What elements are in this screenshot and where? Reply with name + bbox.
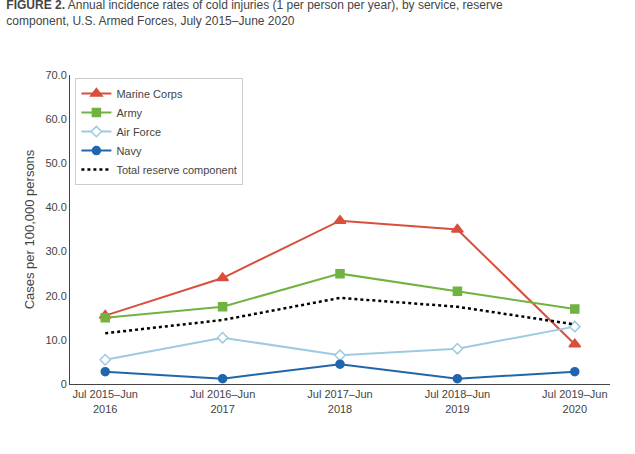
svg-text:Jul 2019–Jun2020: Jul 2019–Jun2020 xyxy=(542,388,607,414)
svg-text:30.0: 30.0 xyxy=(45,245,66,257)
svg-text:Jul 2017–Jun2018: Jul 2017–Jun2018 xyxy=(307,388,372,414)
svg-text:60.0: 60.0 xyxy=(45,113,66,125)
svg-text:Army: Army xyxy=(116,107,142,119)
svg-text:Jul 2015–Jun2016: Jul 2015–Jun2016 xyxy=(72,388,137,414)
svg-text:Jul 2018–Jun2019: Jul 2018–Jun2019 xyxy=(425,388,490,414)
svg-text:40.0: 40.0 xyxy=(45,201,66,213)
svg-text:Marine Corps: Marine Corps xyxy=(116,88,183,100)
svg-text:10.0: 10.0 xyxy=(45,334,66,346)
svg-text:Jul 2016–Jun2017: Jul 2016–Jun2017 xyxy=(190,388,255,414)
svg-text:Air Force: Air Force xyxy=(116,126,161,138)
svg-text:20.0: 20.0 xyxy=(45,290,66,302)
svg-text:Navy: Navy xyxy=(116,145,142,157)
svg-text:FIGURE 2. Annual incidence rat: FIGURE 2. Annual incidence rates of cold… xyxy=(6,0,503,28)
svg-text:50.0: 50.0 xyxy=(45,157,66,169)
svg-text:Total reserve component: Total reserve component xyxy=(116,164,236,176)
svg-text:Cases per 100,000 persons: Cases per 100,000 persons xyxy=(22,149,37,309)
svg-text:0: 0 xyxy=(61,378,67,390)
svg-text:70.0: 70.0 xyxy=(45,69,66,81)
